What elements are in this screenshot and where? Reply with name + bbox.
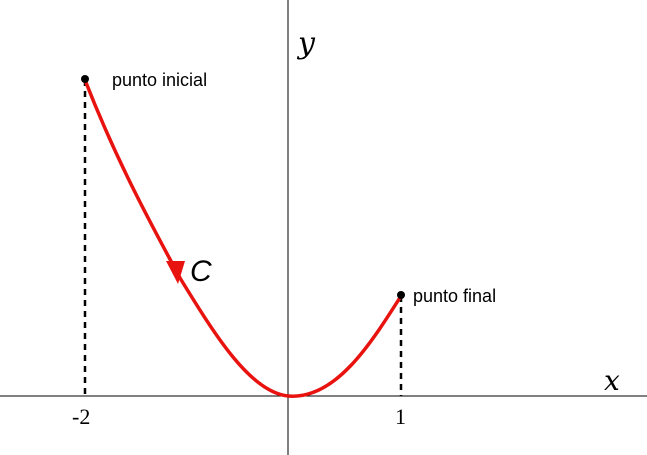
tick-label-left: -2 (72, 404, 90, 429)
end-point-label: punto final (413, 286, 496, 306)
start-point-dot (81, 75, 89, 83)
tick-label-right: 1 (395, 404, 406, 429)
start-point-label: punto inicial (112, 70, 207, 90)
curve-c (83, 78, 403, 398)
y-axis-label: y (296, 26, 316, 61)
curve-label: C (190, 255, 212, 288)
x-axis-label: x (604, 364, 620, 397)
end-point-dot (397, 291, 405, 299)
direction-arrow-icon (166, 261, 185, 284)
